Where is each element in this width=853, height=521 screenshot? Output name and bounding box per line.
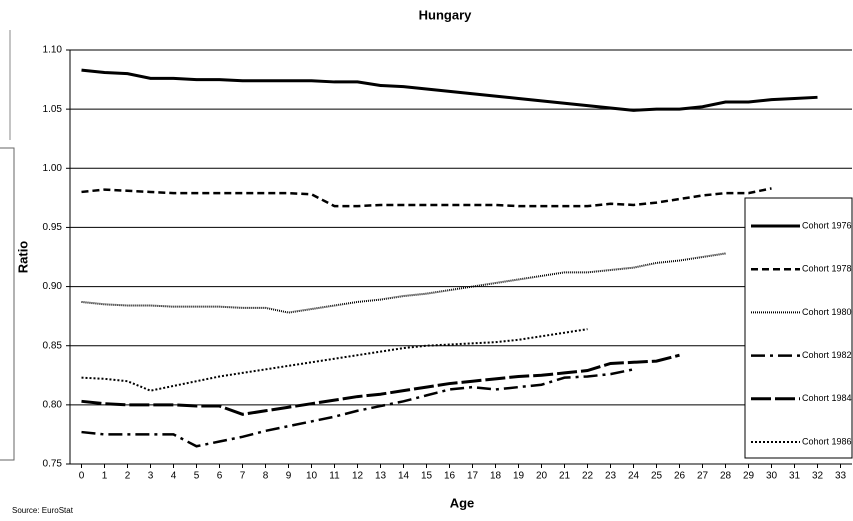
- frame-fragment: [0, 147, 15, 461]
- x-tick-label: 30: [766, 471, 778, 482]
- series-line: [81, 353, 680, 416]
- y-axis-title: Ratio: [15, 241, 30, 274]
- x-tick-label: 9: [286, 471, 292, 482]
- x-tick-label: 26: [674, 471, 686, 482]
- x-tick-label: 23: [605, 471, 617, 482]
- y-tick-label: 0.85: [43, 340, 63, 351]
- legend-label: Cohort 1976: [802, 220, 852, 230]
- x-tick-label: 2: [125, 471, 131, 482]
- x-tick-label: 10: [306, 471, 318, 482]
- series-line: [81, 187, 772, 208]
- x-tick-label: 31: [789, 471, 801, 482]
- x-tick-label: 24: [628, 471, 640, 482]
- x-tick-label: 33: [835, 471, 847, 482]
- series-line: [81, 252, 726, 314]
- series-line: [81, 368, 634, 448]
- y-tick-label: 1.05: [43, 104, 63, 115]
- legend-box: [744, 197, 853, 459]
- x-tick-label: 29: [743, 471, 755, 482]
- x-tick-label: 17: [467, 471, 479, 482]
- x-tick-label: 13: [375, 471, 387, 482]
- x-tick-label: 27: [697, 471, 709, 482]
- x-tick-label: 19: [513, 471, 525, 482]
- x-tick-label: 8: [263, 471, 269, 482]
- x-tick-label: 12: [352, 471, 364, 482]
- x-tick-label: 0: [79, 471, 85, 482]
- chart-title: Hungary: [419, 7, 473, 22]
- x-tick-label: 11: [329, 471, 340, 482]
- x-tick-label: 22: [582, 471, 594, 482]
- x-tick-label: 7: [240, 471, 246, 482]
- x-tick-label: 4: [171, 471, 177, 482]
- x-axis-title: Age: [450, 495, 475, 510]
- y-tick-label: 0.80: [43, 399, 63, 410]
- x-tick-label: 32: [812, 471, 824, 482]
- x-tick-label: 6: [217, 471, 223, 482]
- x-tick-label: 3: [148, 471, 154, 482]
- x-tick-label: 1: [102, 471, 108, 482]
- x-tick-label: 5: [194, 471, 200, 482]
- x-tick-label: 21: [559, 471, 571, 482]
- y-tick-label: 0.75: [43, 459, 63, 470]
- legend-label: Cohort 1982: [802, 350, 852, 360]
- y-tick-label: 0.90: [43, 281, 63, 292]
- x-tick-label: 18: [490, 471, 502, 482]
- legend-label: Cohort 1984: [802, 393, 852, 403]
- y-tick-label: 1.00: [43, 163, 63, 174]
- y-tick-label: 0.95: [43, 222, 63, 233]
- y-tick-label: 1.10: [43, 45, 63, 56]
- series-line: [81, 328, 588, 392]
- x-tick-label: 14: [398, 471, 410, 482]
- x-tick-label: 20: [536, 471, 548, 482]
- x-tick-label: 25: [651, 471, 663, 482]
- x-tick-label: 15: [421, 471, 433, 482]
- series-line: [81, 68, 818, 112]
- legend-label: Cohort 1986: [802, 436, 852, 446]
- legend-label: Cohort 1978: [802, 264, 852, 274]
- x-tick-label: 28: [720, 471, 732, 482]
- legend-label: Cohort 1980: [802, 307, 852, 317]
- x-tick-label: 16: [444, 471, 456, 482]
- source-note: Source: EuroStat: [12, 506, 74, 515]
